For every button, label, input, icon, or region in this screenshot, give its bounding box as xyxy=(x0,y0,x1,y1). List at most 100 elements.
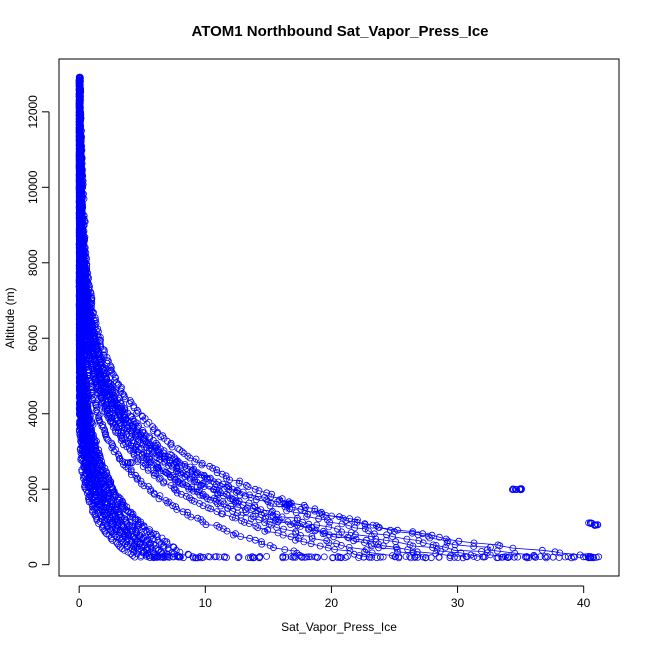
data-point xyxy=(435,553,443,561)
data-point xyxy=(81,478,89,486)
data-point xyxy=(509,485,517,493)
data-point xyxy=(95,367,102,375)
data-point xyxy=(193,488,201,496)
data-point xyxy=(85,392,92,400)
data-point xyxy=(96,486,103,494)
data-point xyxy=(432,542,440,549)
data-point xyxy=(245,520,253,527)
data-point xyxy=(419,530,427,538)
data-point xyxy=(301,553,309,561)
y-tick-label: 10000 xyxy=(26,170,40,204)
data-point xyxy=(161,553,169,561)
data-point xyxy=(77,308,84,316)
y-tick-label: 8000 xyxy=(26,249,40,276)
data-point xyxy=(78,263,85,271)
chart-title: ATOM1 Northbound Sat_Vapor_Press_Ice xyxy=(191,23,488,40)
data-point xyxy=(117,387,125,395)
data-point xyxy=(274,498,282,506)
data-point xyxy=(463,553,471,561)
data-point xyxy=(172,458,180,466)
data-point xyxy=(311,505,319,513)
data-point xyxy=(90,393,97,401)
data-point xyxy=(122,440,130,448)
data-point xyxy=(270,544,277,552)
data-point xyxy=(139,417,147,424)
data-point xyxy=(176,553,184,561)
data-point xyxy=(131,535,139,543)
data-point xyxy=(96,337,104,345)
data-point xyxy=(419,539,427,547)
data-point xyxy=(282,553,290,561)
data-point xyxy=(345,544,353,551)
plot-frame xyxy=(58,58,620,577)
data-point xyxy=(130,424,138,431)
data-point xyxy=(104,391,111,399)
data-point xyxy=(146,554,154,561)
data-point xyxy=(339,515,347,522)
data-point xyxy=(164,545,172,553)
data-point xyxy=(102,468,110,476)
data-point xyxy=(116,407,124,415)
data-point xyxy=(77,170,84,178)
data-point xyxy=(145,458,153,466)
data-point xyxy=(165,498,173,506)
data-point xyxy=(514,553,522,561)
data-point xyxy=(197,516,205,523)
data-point xyxy=(79,183,87,191)
data-point xyxy=(94,409,101,417)
data-point xyxy=(145,418,153,426)
data-point xyxy=(263,553,271,560)
data-point xyxy=(108,444,116,452)
data-point xyxy=(91,441,99,449)
data-point xyxy=(262,513,270,521)
data-point xyxy=(254,524,262,532)
data-point xyxy=(189,466,197,474)
data-point xyxy=(212,553,220,560)
data-point xyxy=(76,119,83,127)
data-point xyxy=(419,553,427,561)
data-point xyxy=(494,554,502,561)
data-point xyxy=(147,461,155,469)
data-point xyxy=(76,111,83,119)
data-point xyxy=(87,292,95,300)
data-point xyxy=(199,553,207,561)
data-point xyxy=(122,463,130,471)
data-point xyxy=(94,364,102,372)
data-point xyxy=(186,494,193,502)
x-axis-label: Sat_Vapor_Press_Ice xyxy=(281,620,397,634)
data-point xyxy=(301,507,309,515)
data-point xyxy=(111,511,119,519)
data-point xyxy=(96,506,103,514)
data-point xyxy=(130,402,138,410)
data-point xyxy=(580,553,587,561)
data-point xyxy=(278,495,286,503)
data-point xyxy=(78,205,86,213)
data-point xyxy=(373,554,381,562)
data-point xyxy=(109,513,117,521)
data-point xyxy=(143,553,151,560)
data-point xyxy=(266,542,274,549)
data-point xyxy=(96,471,103,479)
data-point xyxy=(77,108,84,116)
data-point xyxy=(435,533,443,541)
data-point xyxy=(115,496,123,504)
data-point xyxy=(532,553,539,561)
data-point xyxy=(113,423,120,431)
data-point xyxy=(75,196,83,204)
data-point xyxy=(282,500,290,508)
data-point xyxy=(229,531,237,539)
data-point xyxy=(88,341,96,349)
data-point xyxy=(252,522,260,530)
data-point xyxy=(84,277,91,285)
data-point xyxy=(122,419,130,427)
data-point xyxy=(76,158,84,166)
data-point xyxy=(76,261,83,269)
data-point xyxy=(232,497,240,505)
y-tick-label: 0 xyxy=(26,561,40,568)
data-point xyxy=(287,533,295,541)
data-point xyxy=(133,538,141,546)
data-point xyxy=(376,553,384,561)
data-point xyxy=(144,439,152,447)
data-point xyxy=(161,457,168,465)
data-point xyxy=(149,427,157,434)
